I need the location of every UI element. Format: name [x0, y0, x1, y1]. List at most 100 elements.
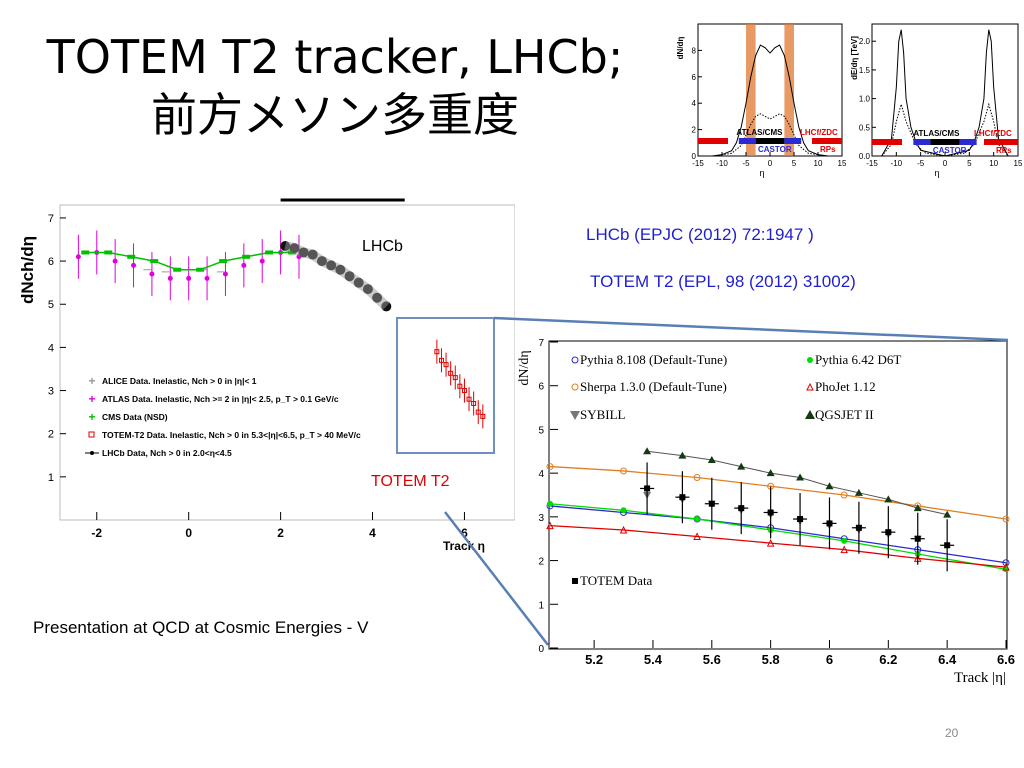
- x-tick-label-5: 10: [814, 159, 823, 168]
- y-tick-label-3: 6: [692, 73, 697, 82]
- y-axis-label: dE/dη [TeV]: [850, 36, 859, 80]
- title-line-2: 前方メソン多重度: [151, 88, 519, 142]
- qgsjet-point-5: [796, 473, 805, 481]
- band-label-atlas-cms: ATLAS/CMS: [736, 128, 783, 137]
- y-tick-label-4: 5: [48, 299, 54, 311]
- band-label-castor: CASTOR: [933, 146, 967, 155]
- x-tick-label-1: -10: [891, 159, 903, 168]
- qgsjet-point-9: [913, 504, 922, 512]
- legend-item-5: QGSJET II: [805, 407, 874, 422]
- x-tick-label-3: 0: [768, 159, 773, 168]
- legend-marker-4: [90, 451, 94, 455]
- plot-frame: [548, 340, 1008, 650]
- legend-marker-1: +: [88, 392, 95, 406]
- qgsjet-point-7: [854, 488, 863, 496]
- x-tick-label-2: 2: [277, 526, 284, 540]
- x-tick-label-4: 5: [967, 159, 972, 168]
- band-label-lhcf-zdc: LHCf/ZDC: [800, 128, 838, 137]
- totem-point-5: [797, 516, 804, 523]
- y-tick-label-5: 6: [48, 256, 54, 268]
- coverage-dndeta-chart: ATLAS/CMS CASTOR LHCf/ZDC RPs -15 -10 -5 0 5 10 15…: [676, 23, 846, 178]
- x-tick-label-6: 15: [838, 159, 846, 168]
- atlas-cms-band: [930, 139, 960, 145]
- x-tick-label-2: -5: [917, 159, 925, 168]
- pythia6-point-4: [841, 537, 848, 544]
- x-tick-label-3: 5.8: [762, 652, 780, 667]
- dotted-curve: [881, 102, 1009, 157]
- y-tick-label-0: 0.0: [859, 152, 871, 161]
- legend-item-3: PhoJet 1.12: [806, 379, 876, 394]
- legend-marker-3: [806, 382, 814, 391]
- x-tick-label-0: -15: [692, 159, 704, 168]
- atlas-point-6: [186, 275, 192, 281]
- sherpa-point-6: [1002, 515, 1010, 523]
- qgsjet-point-3: [737, 462, 746, 470]
- atlas-point-4: [149, 271, 155, 277]
- legend-label-2: Sherpa 1.3.0 (Default-Tune): [580, 379, 727, 394]
- qgsjet-point-1: [678, 451, 687, 459]
- slide-title: TOTEM T2 tracker, LHCb; 前方メソン多重度: [30, 28, 640, 144]
- qgsjet-point-8: [884, 495, 893, 503]
- x-tick-label-6: 15: [1014, 159, 1022, 168]
- legend-label-0: ALICE Data. Inelastic, Nch > 0 in |η|< 1: [102, 376, 257, 386]
- highlight-band-1: [784, 24, 794, 156]
- x-tick-label-5: 10: [989, 159, 998, 168]
- x-tick-label-3: 0: [943, 159, 948, 168]
- atlas-point-7: [204, 275, 210, 281]
- phojet-point-2: [693, 532, 701, 541]
- solid-curve: [712, 44, 828, 157]
- lhcf-band-right: [984, 139, 1018, 145]
- y-tick-label-1: 0.5: [859, 123, 871, 132]
- legend-label-0: Pythia 8.108 (Default-Tune): [580, 352, 727, 367]
- y-tick-label-5: 5: [538, 425, 544, 436]
- x-tick-label-2: -5: [742, 159, 750, 168]
- reference-totem: TOTEM T2 (EPL, 98 (2012) 31002): [590, 272, 856, 291]
- legend-label-4: SYBILL: [580, 407, 626, 422]
- footer-text: Presentation at QCD at Cosmic Energies -…: [33, 618, 369, 637]
- legend-label-5: QGSJET II: [815, 407, 874, 422]
- legend-label-3: PhoJet 1.12: [815, 379, 876, 394]
- atlas-point-0: [75, 254, 81, 260]
- qgsjet-point-2: [707, 456, 716, 464]
- x-tick-label-6: 6.4: [938, 652, 957, 667]
- legend-item-1: Pythia 6.42 D6T: [807, 352, 901, 367]
- totem-point-9: [914, 535, 921, 542]
- x-axis-label: η: [759, 168, 764, 178]
- label-lhcb: LHCb: [362, 238, 403, 255]
- y-axis-label: dN/dη: [676, 37, 685, 60]
- totem-point-6: [826, 520, 833, 527]
- x-tick-label-1: -10: [716, 159, 728, 168]
- y-tick-label-7: 7: [538, 338, 544, 349]
- y-tick-label-2: 2: [538, 557, 544, 568]
- pythia8-point-6: [1002, 559, 1010, 567]
- y-axis-label: dNch/dη: [18, 236, 37, 304]
- qgsjet-point-4: [766, 469, 775, 477]
- highlight-band-0: [746, 24, 756, 156]
- y-tick-label-0: 1: [48, 472, 54, 484]
- legend-item-2: Sherpa 1.3.0 (Default-Tune): [571, 379, 727, 394]
- legend-marker-0: [571, 356, 579, 364]
- y-tick-label-1: 2: [48, 429, 54, 441]
- y-tick-label-3: 3: [538, 513, 544, 524]
- pythia6-point-0: [547, 500, 553, 507]
- castor-band-left: [913, 139, 931, 145]
- y-tick-label-4: 2.0: [859, 37, 871, 46]
- legend-marker-6: [572, 578, 578, 584]
- atlas-point-8: [222, 271, 228, 277]
- y-tick-label-2: 1.0: [859, 95, 871, 104]
- x-tick-label-0: -2: [91, 526, 102, 540]
- lhcb-band: [284, 241, 390, 311]
- sherpa-point-2: [693, 474, 701, 482]
- sherpa-point-4: [840, 491, 848, 499]
- cms-line: [85, 251, 293, 271]
- atlas-point-3: [131, 262, 137, 268]
- y-tick-label-6: 7: [48, 213, 54, 225]
- castor-band-left: [738, 138, 756, 144]
- phojet-point-4: [840, 545, 849, 554]
- band-label-rps: RPs: [820, 145, 836, 154]
- pythia6-point-1: [620, 507, 627, 514]
- x-tick-label-7: 6.6: [997, 652, 1015, 667]
- lhcf-band-left: [872, 139, 902, 145]
- legend-item-2: + CMS Data (NSD): [88, 410, 167, 424]
- x-tick-label-5: 6.2: [879, 652, 897, 667]
